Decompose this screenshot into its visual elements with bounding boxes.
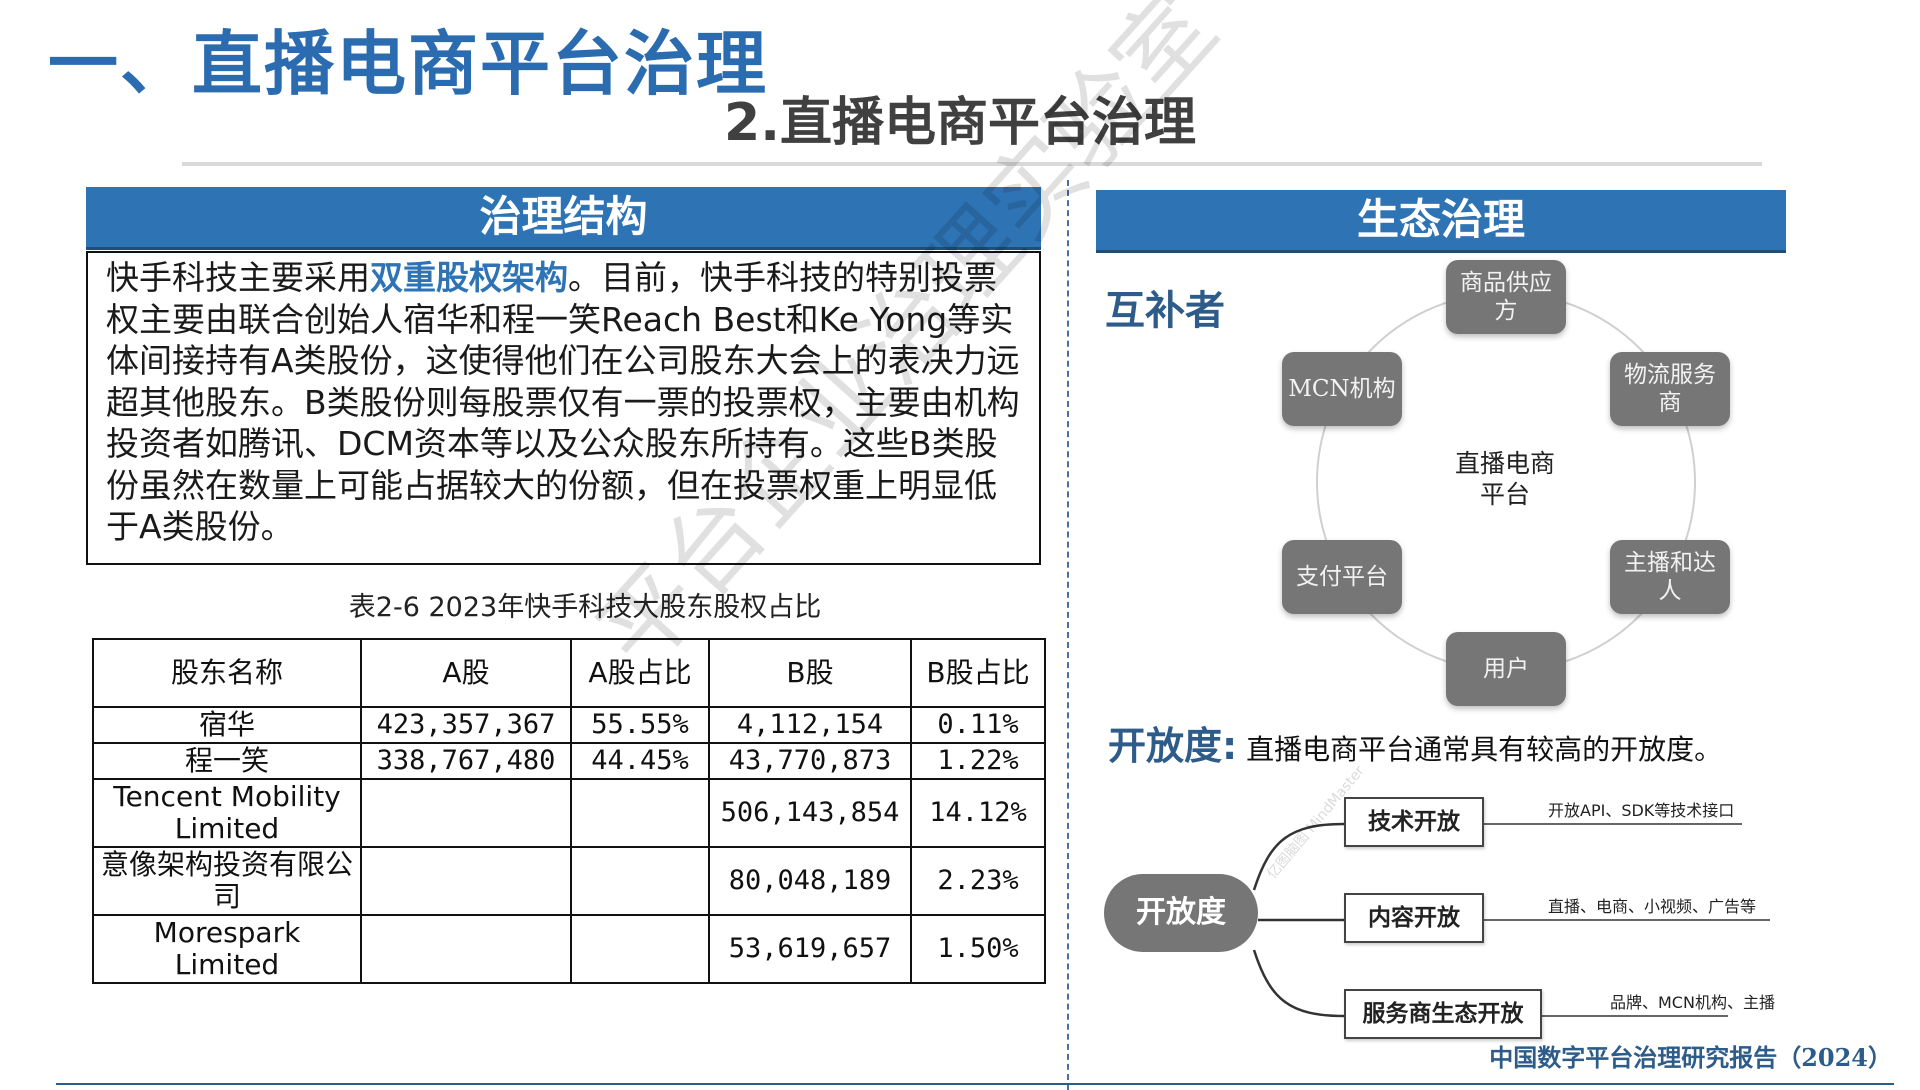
column-header: B股 [708,638,912,708]
table-header-row: 股东名称 A股 A股占比 B股 B股占比 [92,638,1046,708]
sub-title: 2.直播电商平台治理 [724,93,1196,153]
openness-text: 直播电商平台通常具有较高的开放度。 [1246,733,1723,766]
node-mcn-agency: MCN机构 [1282,352,1402,426]
mindmap-branch-tech: 技术开放 [1344,797,1484,847]
table-cell: 意像架构投资有限公司 [92,846,362,916]
node-goods-supplier: 商品供应方 [1446,260,1566,334]
table-row: Morespark Limited 53,619,657 1.50% [92,914,1046,984]
bottom-rule [56,1083,1894,1085]
table-row: 意像架构投资有限公司 80,048,189 2.23% [92,846,1046,916]
table-cell: 53,619,657 [708,914,912,984]
mindmap-branch-content: 内容开放 [1344,893,1484,943]
table-row: 宿华 423,357,367 55.55% 4,112,154 0.11% [92,706,1046,744]
table-cell [360,778,572,848]
mindmap-connectors [1252,822,1770,1018]
table-cell: 43,770,873 [708,742,912,780]
table-cell [570,914,710,984]
main-title: 一、直播电商平台治理 [48,23,768,105]
mindmap-branch-service: 服务商生态开放 [1344,989,1542,1039]
openness-label: 开放度: [1108,724,1238,768]
table-cell: Tencent Mobility Limited [92,778,362,848]
table-cell: 423,357,367 [360,706,572,744]
table-cell: 0.11% [910,706,1046,744]
title-divider [182,162,1762,166]
node-payment-platform: 支付平台 [1282,540,1402,614]
openness-statement: 开放度: 直播电商平台通常具有较高的开放度。 [1108,715,1722,770]
table-cell [360,914,572,984]
table-row: Tencent Mobility Limited 506,143,854 14.… [92,778,1046,848]
table-cell [570,778,710,848]
table-cell [570,846,710,916]
column-header: B股占比 [910,638,1046,708]
table-cell: 80,048,189 [708,846,912,916]
table-cell: 1.50% [910,914,1046,984]
ecosystem-center-label: 直播电商平台 [1454,449,1555,509]
table-cell: 506,143,854 [708,778,912,848]
mindmap-leaf-service: 品牌、MCN机构、主播 [1610,993,1775,1012]
table-cell [360,846,572,916]
table-cell: 338,767,480 [360,742,572,780]
node-logistics-provider: 物流服务商 [1610,352,1730,426]
table-cell: 2.23% [910,846,1046,916]
shareholder-table: 股东名称 A股 A股占比 B股 B股占比 宿华 423,357,367 55.5… [92,638,1046,984]
mindmap-leaf-tech: 开放API、SDK等技术接口 [1548,801,1735,820]
governance-structure-header: 治理结构 [86,187,1041,247]
column-header: 股东名称 [92,638,362,708]
mindmap-leaf-content: 直播、电商、小视频、广告等 [1548,897,1757,916]
intro-text-after: 。目前，快手科技的特别投票权主要由联合创始人宿华和程一笑Reach Best和K… [106,258,1020,546]
intro-highlight: 双重股权架构 [370,258,568,297]
column-divider [1067,180,1069,1090]
mindmap-root: 开放度 [1104,874,1258,952]
intro-text-before: 快手科技主要采用 [106,258,370,297]
table-cell: 4,112,154 [708,706,912,744]
column-header: A股 [360,638,572,708]
table-cell: 1.22% [910,742,1046,780]
table-caption: 表2-6 2023年快手科技大股东股权占比 [348,592,822,623]
ecosystem-governance-header: 生态治理 [1096,190,1786,250]
table-cell: 44.45% [570,742,710,780]
table-cell: 宿华 [92,706,362,744]
column-header: A股占比 [570,638,710,708]
table-row: 程一笑 338,767,480 44.45% 43,770,873 1.22% [92,742,1046,780]
governance-intro-box: 快手科技主要采用双重股权架构。目前，快手科技的特别投票权主要由联合创始人宿华和程… [86,251,1041,565]
table-cell: 14.12% [910,778,1046,848]
node-users: 用户 [1446,632,1566,706]
complementors-label: 互补者 [1105,288,1225,334]
report-footer: 中国数字平台治理研究报告（2024） [1489,1043,1892,1072]
node-streamers-influencers: 主播和达人 [1610,540,1730,614]
table-cell: Morespark Limited [92,914,362,984]
table-cell: 55.55% [570,706,710,744]
table-cell: 程一笑 [92,742,362,780]
